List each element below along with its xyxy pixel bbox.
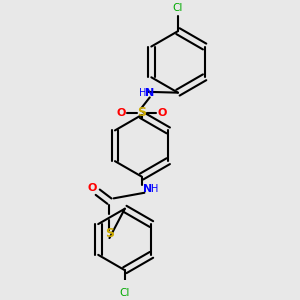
Text: Cl: Cl bbox=[120, 288, 130, 298]
Text: H: H bbox=[139, 88, 147, 98]
Text: N: N bbox=[143, 184, 152, 194]
Text: S: S bbox=[137, 106, 146, 119]
Text: N: N bbox=[145, 88, 154, 98]
Text: O: O bbox=[157, 108, 167, 118]
Text: S: S bbox=[105, 227, 114, 240]
Text: O: O bbox=[117, 108, 126, 118]
Text: O: O bbox=[87, 183, 97, 193]
Text: Cl: Cl bbox=[173, 3, 183, 13]
Text: H: H bbox=[151, 184, 159, 194]
